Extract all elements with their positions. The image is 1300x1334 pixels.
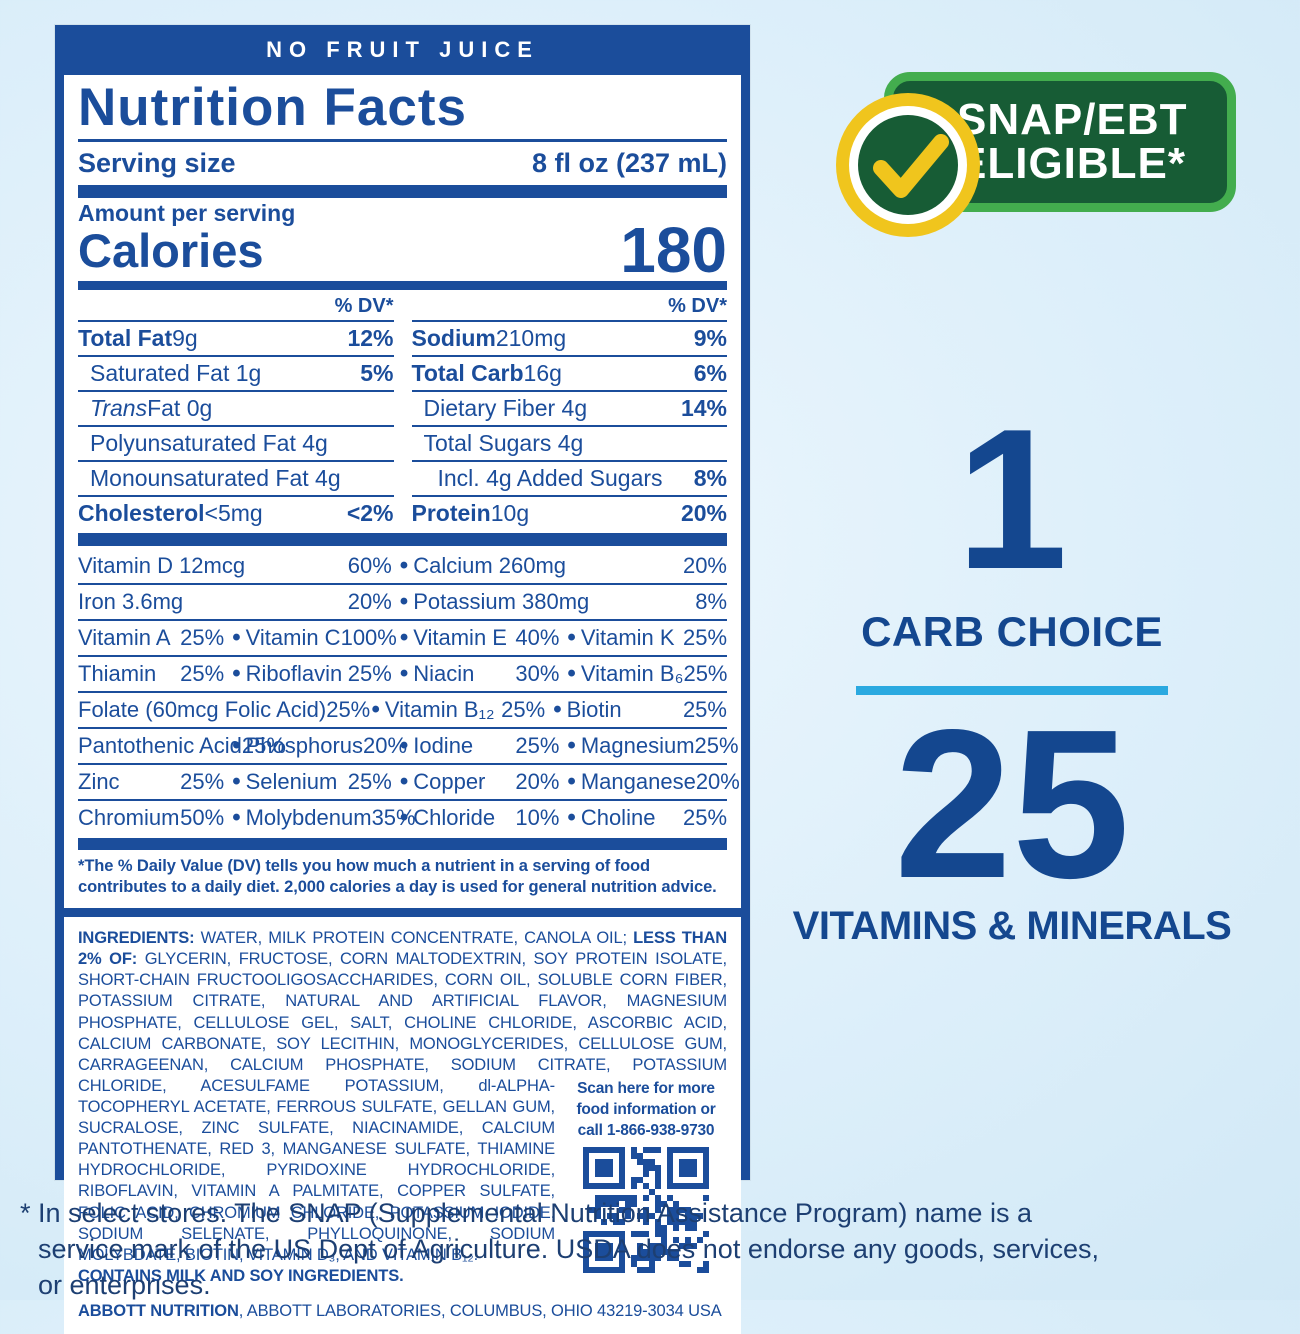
bullet: •: [567, 623, 576, 651]
eligible-text: ELIGIBLE*: [957, 139, 1187, 188]
bullet: •: [399, 731, 409, 759]
bullet: •: [567, 659, 576, 687]
fact-row-monounsaturated-fat: Monounsaturated Fat 4g: [78, 459, 394, 495]
bullet: •: [232, 803, 241, 831]
vitamin-row: Vitamin D 12mcg 60% • Calcium 260mg 20%: [78, 551, 727, 579]
dv-column-header: % DV*: [334, 294, 394, 317]
dv-column-header: % DV*: [668, 294, 727, 317]
carb-choice-number: 1: [956, 388, 1068, 611]
dv-footnote: *The % Daily Value (DV) tells you how mu…: [78, 856, 717, 897]
bullet: •: [232, 659, 241, 687]
vitamins-table: Vitamin D 12mcg 60% • Calcium 260mg 20% Ir…: [78, 549, 740, 835]
fact-row-protein: Protein 10g 20%: [411, 494, 727, 530]
vitamins-count-label: VITAMINS & MINERALS: [792, 904, 1232, 949]
calories-value: 180: [620, 214, 727, 287]
no-fruit-juice-banner: NO FRUIT JUICE: [266, 37, 539, 62]
facts-right-column: % DV* Sodium 210mg 9% Total Carb 16g 6% Di…: [411, 293, 727, 530]
less-than-label: LESS THAN 2% OF:: [78, 929, 728, 969]
fact-row-polyunsaturated-fat: Polyunsaturated Fat 4g: [78, 424, 394, 460]
serving-size-value: 8 fl oz (237 mL): [531, 147, 727, 178]
bullet: •: [399, 767, 409, 795]
facts-table: % DV* Total Fat 9g 12% Saturated Fat 1g 5%…: [78, 293, 727, 530]
bullet: •: [399, 587, 409, 615]
vitamin-row: Zinc 25% • Selenium 25% • Copper 20% • Mang…: [78, 762, 740, 799]
scan-text: Scan here for more food information or c…: [576, 1079, 716, 1140]
amount-per-serving-label: Amount per serving: [78, 200, 296, 227]
bullet: •: [399, 659, 409, 687]
nutrient-dv: <2%: [346, 499, 394, 526]
fact-row-sodium: Sodium 210mg 9%: [411, 319, 727, 355]
fact-row-cholesterol: Cholesterol <5mg <2%: [78, 494, 394, 530]
divider-bar: [78, 185, 727, 199]
checkmark-icon: [836, 93, 980, 237]
fact-row-total-sugars: Total Sugars 4g: [411, 424, 727, 460]
vitamin-row: Folate (60mcg Folic Acid) 25% • Vitamin B…: [78, 690, 727, 727]
calories-label: Calories: [78, 223, 264, 277]
bullet: •: [553, 695, 562, 723]
fact-row-added-sugars: Incl. 4g Added Sugars 8%: [411, 459, 727, 495]
nutrient-dv: 20%: [680, 499, 727, 526]
serving-size-label: Serving size: [78, 147, 236, 178]
vitamin-row: Thiamin 25% • Riboflavin 25% • Niacin 30% •…: [78, 654, 728, 691]
nutrient-dv: 12%: [347, 324, 394, 351]
bullet: •: [371, 695, 380, 723]
divider-bar: [78, 837, 727, 850]
bullet: •: [232, 767, 241, 795]
bullet: •: [399, 623, 409, 651]
divider-line: [856, 686, 1168, 695]
fact-row-saturated-fat: Saturated Fat 1g 5%: [78, 354, 394, 390]
carb-choice-label: CARB CHOICE: [861, 608, 1163, 655]
fact-row-trans-fat: Trans Fat 0g: [78, 389, 394, 425]
bullet: •: [567, 767, 576, 795]
contains-statement: CONTAINS MILK AND SOY INGREDIENTS.: [78, 1266, 404, 1285]
bullet: •: [399, 551, 409, 579]
bullet: •: [567, 803, 576, 831]
vitamin-row: Vitamin A 25% • Vitamin C 100% • Vitamin E…: [78, 618, 727, 655]
fact-row-dietary-fiber: Dietary Fiber 4g 14%: [411, 389, 727, 425]
bullet: •: [232, 731, 241, 759]
nutrient-dv: 6%: [693, 359, 727, 386]
scan-info: Scan here for more food information or c…: [565, 1078, 727, 1279]
snap-ebt-text: SNAP/EBT: [957, 95, 1188, 144]
nutrient-dv: 9%: [693, 324, 727, 351]
bullet: •: [567, 731, 576, 759]
qr-code: [583, 1147, 709, 1274]
right-column: 1 CARB CHOICE 25 VITAMINS & MINERALS: [772, 0, 1252, 949]
vitamin-row: Iron 3.6mg 20% • Potassium 380mg 8%: [78, 582, 727, 619]
nutrition-label: NO FRUIT JUICE Nutrition Facts Serving s…: [55, 25, 750, 1334]
serving-size-row: Serving size 8 fl oz (237 mL): [78, 144, 727, 182]
fact-row-total-fat: Total Fat 9g 12%: [78, 319, 394, 355]
divider-bar: [78, 280, 727, 290]
snap-disclaimer: * In select stores. The SNAP (Supplement…: [20, 1198, 1100, 1300]
nutrition-facts-title: Nutrition Facts: [78, 80, 727, 143]
bullet: •: [399, 803, 409, 831]
nutrition-facts-panel: Nutrition Facts Serving size 8 fl oz (23…: [64, 75, 741, 909]
divider-bar: [78, 532, 727, 546]
manufacturer-line: ABBOTT NUTRITION, ABBOTT LABORATORIES, C…: [78, 1301, 722, 1320]
facts-left-column: % DV* Total Fat 9g 12% Saturated Fat 1g 5%…: [78, 293, 394, 530]
nutrient-dv: 8%: [693, 464, 727, 491]
vitamin-row: Chromium 50% • Molybdenum 35% • Chloride 10…: [78, 798, 727, 835]
fact-row-total-carb: Total Carb 16g 6%: [411, 354, 727, 390]
calories-row: Calories 180: [78, 214, 727, 287]
vitamins-count-number: 25: [894, 685, 1130, 922]
nutrient-dv: 14%: [680, 394, 727, 421]
vitamin-row: Pantothenic Acid 25% • Phosphorus 20% • Io…: [78, 726, 739, 763]
nutrient-dv: 5%: [360, 359, 394, 386]
bullet: •: [232, 623, 241, 651]
ingredients-label: INGREDIENTS:: [78, 929, 195, 948]
